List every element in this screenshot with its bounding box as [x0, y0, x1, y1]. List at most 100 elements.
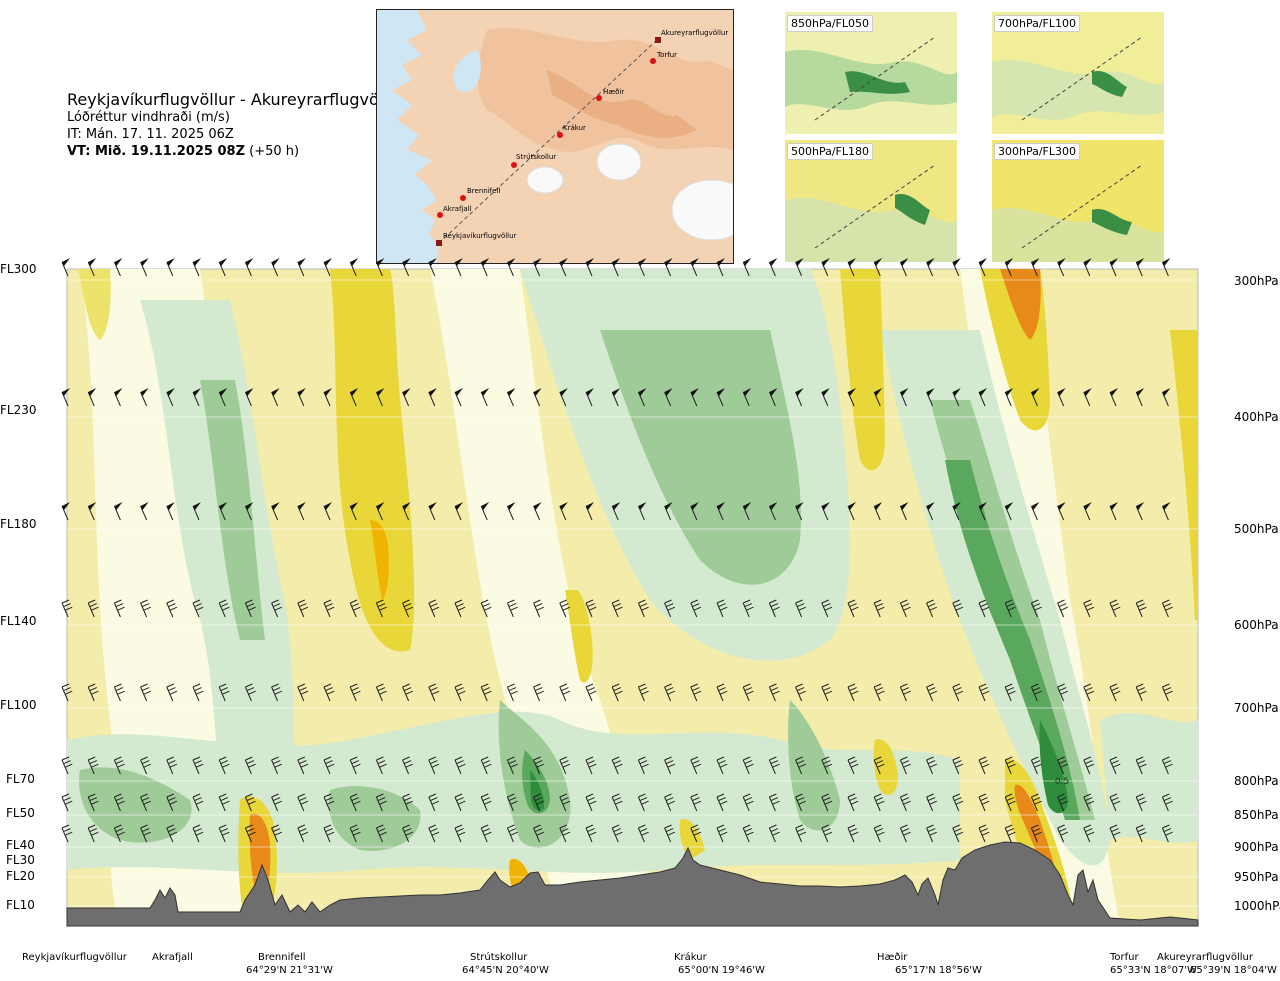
wind-barb [690, 824, 702, 843]
wind-barb [533, 258, 542, 277]
wind-barb [952, 824, 964, 843]
wind-barb [847, 756, 859, 775]
wind-barb [61, 502, 70, 521]
wind-barb [795, 388, 804, 407]
wind-barb [1004, 793, 1016, 812]
wind-barb [1030, 793, 1042, 812]
valid-time-offset: (+50 h) [249, 144, 300, 159]
valid-time: VT: Mið. 19.11.2025 08Z (+50 h) [67, 143, 404, 160]
fl-tick-label: FL180 [0, 517, 37, 531]
wind-barb [847, 824, 859, 843]
wind-barb [402, 756, 413, 775]
wind-barb [1083, 824, 1095, 843]
wind-barb [480, 793, 492, 812]
wind-barb [1083, 683, 1095, 702]
wind-barb [480, 599, 492, 618]
wind-barb [428, 502, 437, 521]
wind-barb [428, 793, 440, 812]
wind-barb [1135, 599, 1147, 618]
wind-barb [87, 502, 97, 521]
wind-barb [716, 599, 728, 618]
waypoint-label: Akrafjall [443, 205, 472, 213]
wind-barbs [61, 258, 1173, 843]
wind-barb [585, 599, 597, 618]
wind-barb [1083, 502, 1092, 521]
wind-barb [716, 258, 725, 277]
wind-barb [140, 502, 149, 521]
wind-barb [244, 502, 254, 521]
wind-barb [873, 502, 883, 521]
wind-barb [559, 388, 568, 407]
wind-barb [1030, 599, 1042, 618]
wind-barb [978, 793, 990, 812]
mini-map-label: 700hPa/FL100 [994, 15, 1081, 32]
wind-barb [1030, 258, 1040, 277]
wind-barb [1109, 388, 1118, 407]
wind-barb [1161, 599, 1173, 618]
wind-barb [271, 756, 282, 775]
wind-barb [533, 683, 544, 702]
wind-barb [742, 388, 752, 407]
wind-barb [559, 502, 568, 521]
wind-barb [480, 258, 490, 277]
wind-barb [1135, 502, 1145, 521]
wind-barb [192, 388, 201, 407]
wind-barb [1057, 599, 1068, 618]
station-coord: 65°17'N 18°56'W [895, 965, 982, 976]
wind-barb [952, 388, 961, 407]
wind-barb [1135, 388, 1145, 407]
wind-barb [611, 756, 623, 775]
fl-tick-label: FL100 [0, 698, 37, 712]
wind-barb [821, 258, 830, 277]
wind-barb [218, 502, 228, 521]
wind-barb [297, 793, 309, 812]
wind-barb [297, 756, 309, 775]
wind-barb [926, 756, 937, 775]
pressure-tick-label: 950hPa [1234, 870, 1279, 884]
waypoint-label: Strútskollur [516, 153, 556, 161]
wind-barb [821, 388, 830, 407]
wind-barb [61, 599, 73, 618]
waypoint-marker [650, 58, 656, 64]
station-name: Reykjavíkurflugvöllur [22, 951, 128, 963]
field-down [679, 819, 705, 860]
wind-barb [166, 388, 175, 407]
wind-barb [1161, 388, 1171, 407]
wind-barb [899, 502, 909, 521]
wind-barb [87, 756, 99, 775]
wind-barb [402, 683, 413, 702]
wind-barb [349, 756, 361, 775]
wind-barb [192, 599, 204, 618]
wind-barb [873, 793, 885, 812]
wind-barb [533, 388, 542, 407]
waypoint-marker [511, 162, 517, 168]
wind-barb [375, 756, 387, 775]
wind-barb [1109, 502, 1118, 521]
wind-barb [218, 683, 230, 702]
wind-barb [559, 793, 571, 812]
wind-barb [113, 756, 125, 775]
station-name: Krákur [674, 951, 708, 963]
wind-barb [847, 599, 859, 618]
wind-barb [742, 502, 752, 521]
wind-barb [323, 258, 332, 277]
pressure-tick-label: 600hPa [1234, 618, 1279, 632]
wind-barb [952, 599, 964, 618]
wind-barb [899, 793, 911, 812]
wind-barb [480, 502, 490, 521]
waypoint-label: Reykjavíkurflugvöllur [443, 232, 517, 240]
mini-map-850-svg [785, 12, 957, 134]
wind-barb [375, 502, 385, 521]
wind-barb [140, 756, 151, 775]
wind-barb [454, 599, 466, 618]
mini-map-300: 300hPa/FL300 [992, 140, 1164, 262]
wind-barb [1135, 683, 1147, 702]
wind-barb [192, 258, 201, 277]
wind-barb [899, 599, 911, 618]
wind-barb [611, 258, 621, 277]
route-map: Akureyrarflugvöllur Torfur Hæðir Krákur … [376, 9, 734, 264]
wind-barb [1083, 756, 1095, 775]
wind-barb [428, 683, 440, 702]
wind-barb [506, 683, 518, 702]
wind-barb [1057, 756, 1068, 775]
